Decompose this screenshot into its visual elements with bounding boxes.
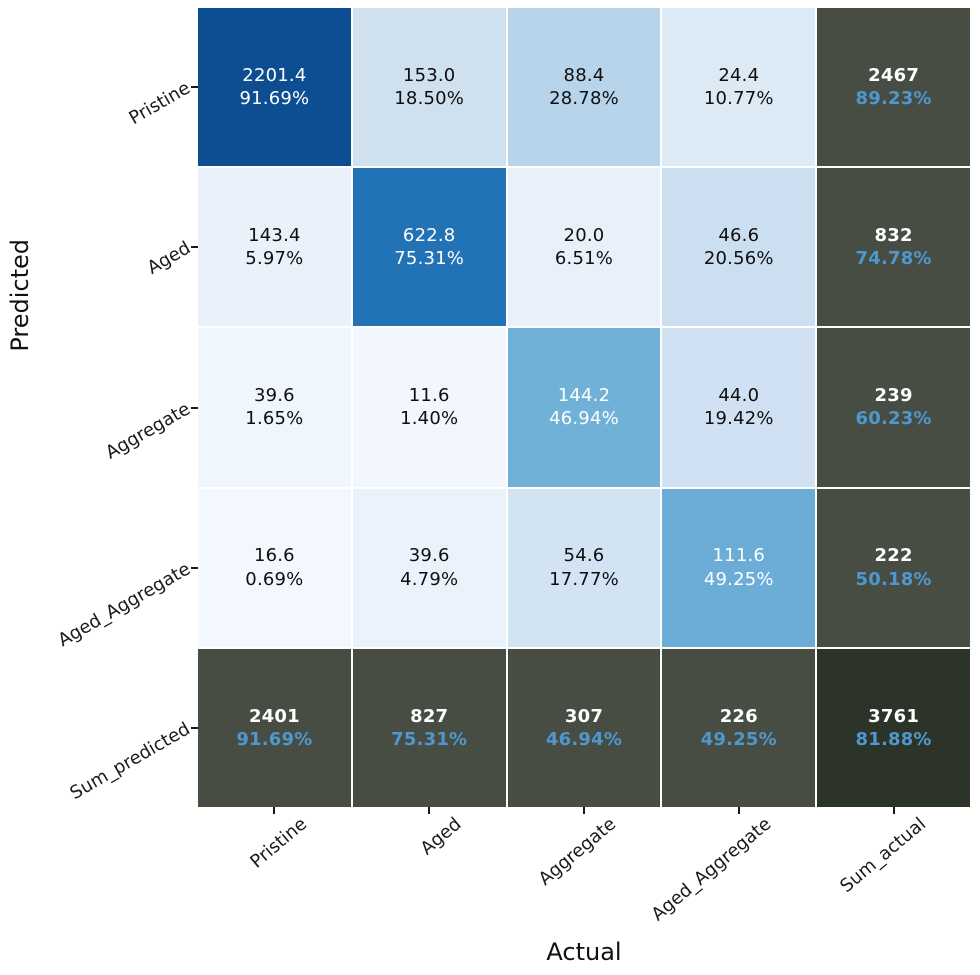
y-tick-label-aged: Aged (143, 237, 194, 280)
matrix-cell-aggregate-aged-aggregate: 44.0 19.42% (662, 328, 816, 487)
matrix-cell-sum-predicted-aggregate: 307 46.94% (507, 648, 661, 807)
cell-percent: 50.18% (855, 568, 932, 590)
cell-percent: 5.97% (245, 248, 304, 270)
cell-percent: 91.69% (239, 88, 310, 110)
matrix-cell-aged-aggregate: 20.0 6.51% (507, 168, 661, 327)
cell-count: 144.2 (557, 385, 611, 407)
cell-percent: 18.50% (394, 88, 465, 110)
cell-count: 2467 (868, 64, 920, 86)
matrix-cell-aged-pristine: 143.4 5.97% (198, 168, 351, 327)
y-tickmark (191, 246, 198, 249)
cell-count: 2201.4 (242, 64, 307, 86)
cell-percent: 60.23% (855, 408, 932, 430)
cell-percent: 4.79% (400, 568, 459, 590)
matrix-cell-aged-aggregate-aged-aggregate: 111.6 49.25% (662, 488, 816, 647)
matrix-cell-pristine-aged: 153.0 18.50% (352, 8, 506, 167)
cell-count: 39.6 (253, 385, 295, 407)
cell-count: 88.4 (563, 64, 605, 86)
cell-percent: 49.25% (700, 728, 777, 750)
matrix-cell-sum-predicted-aged-aggregate: 226 49.25% (662, 648, 816, 807)
cell-count: 622.8 (402, 224, 456, 246)
cell-percent: 10.77% (703, 88, 774, 110)
x-tickmark (583, 807, 585, 814)
cell-percent: 1.65% (245, 408, 304, 430)
matrix-cell-pristine-pristine: 2201.4 91.69% (198, 8, 351, 167)
matrix-cell-sum-predicted-aged: 827 75.31% (352, 648, 506, 807)
cell-count: 44.0 (718, 385, 760, 407)
cell-percent: 46.94% (545, 728, 623, 750)
cell-percent: 81.88% (855, 728, 932, 750)
cell-percent: 28.78% (549, 88, 619, 110)
matrix-cell-pristine-aggregate: 88.4 28.78% (507, 8, 661, 167)
cell-count: 11.6 (408, 385, 450, 407)
cell-percent: 0.69% (245, 568, 304, 590)
cell-percent: 19.42% (703, 408, 774, 430)
y-tickmark (191, 86, 198, 89)
cell-count: 827 (410, 705, 449, 727)
y-tickmark (191, 726, 198, 729)
cell-count: 226 (719, 705, 758, 727)
cell-count: 39.6 (408, 545, 450, 567)
cell-count: 832 (874, 224, 913, 246)
cell-percent: 75.31% (391, 728, 468, 750)
y-tickmark (191, 406, 198, 409)
matrix-cell-aggregate-pristine: 39.6 1.65% (198, 328, 351, 487)
x-tickmark (892, 807, 895, 814)
cell-count: 54.6 (563, 545, 605, 567)
cell-percent: 1.40% (400, 408, 459, 430)
cell-count: 143.4 (248, 224, 301, 246)
x-tick-label-aggregate: Aggregate (534, 813, 621, 890)
cell-count: 307 (564, 705, 604, 727)
cell-count: 222 (874, 545, 913, 567)
y-tickmark (191, 566, 198, 569)
x-tick-label-pristine: Pristine (245, 813, 311, 873)
matrix-cell-pristine-sum-actual: 2467 89.23% (817, 8, 970, 167)
matrix-cell-aggregate-aged: 11.6 1.40% (352, 328, 506, 487)
matrix-cell-aged-aged: 622.8 75.31% (352, 168, 506, 327)
cell-percent: 75.31% (394, 248, 465, 270)
matrix-cell-aged-aggregate-pristine: 16.6 0.69% (198, 488, 351, 647)
x-tickmark (273, 807, 276, 814)
matrix-cell-pristine-aged-aggregate: 24.4 10.77% (662, 8, 816, 167)
x-tick-label-aged: Aged (416, 813, 466, 860)
cell-count: 3761 (868, 705, 920, 727)
x-tick-label-aged-aggregate: Aged_Aggregate (647, 813, 776, 926)
cell-count: 2401 (248, 705, 300, 727)
cell-count: 46.6 (718, 224, 760, 246)
matrix-cell-aged-aggregate-aged: 39.6 4.79% (352, 488, 506, 647)
cell-percent: 91.69% (236, 728, 313, 750)
matrix-cell-sum-predicted-pristine: 2401 91.69% (198, 648, 351, 807)
matrix-cell-aggregate-aggregate: 144.2 46.94% (507, 328, 661, 487)
cell-count: 111.6 (712, 545, 766, 567)
cell-percent: 74.78% (855, 248, 932, 270)
heatmap-grid: 2201.4 91.69% 153.0 18.50% 88.4 28.78% 24.4 10.… (198, 8, 970, 807)
cell-count: 20.0 (563, 224, 605, 246)
y-tick-label-aggregate: Aggregate (102, 397, 194, 464)
matrix-cell-sum-predicted-sum-actual: 3761 81.88% (817, 648, 970, 807)
y-tick-label-sum-predicted: Sum_predicted (66, 718, 194, 804)
x-tick-label-sum-actual: Sum_actual (836, 813, 930, 897)
matrix-cell-aged-aged-aggregate: 46.6 20.56% (662, 168, 816, 327)
matrix-cell-aged-sum-actual: 832 74.78% (817, 168, 970, 327)
cell-percent: 49.25% (703, 568, 774, 590)
x-tickmark (737, 807, 740, 814)
y-tick-label-aged-aggregate: Aged_Aggregate (54, 558, 194, 651)
cell-percent: 89.23% (855, 88, 932, 110)
cell-percent: 20.56% (703, 248, 774, 270)
matrix-cell-aged-aggregate-aggregate: 54.6 17.77% (507, 488, 661, 647)
cell-percent: 17.77% (549, 568, 619, 590)
x-axis-title: Actual (546, 938, 622, 966)
matrix-cell-aggregate-sum-actual: 239 60.23% (817, 328, 970, 487)
cell-count: 24.4 (718, 64, 760, 86)
cell-count: 153.0 (402, 64, 456, 86)
x-tickmark (428, 807, 431, 814)
cell-percent: 46.94% (549, 408, 619, 430)
y-axis-title: Predicted (6, 238, 34, 352)
cell-count: 16.6 (253, 545, 295, 567)
cell-percent: 6.51% (554, 248, 614, 270)
matrix-cell-aged-aggregate-sum-actual: 222 50.18% (817, 488, 970, 647)
cell-count: 239 (874, 385, 913, 407)
y-tick-label-pristine: Pristine (125, 77, 194, 130)
